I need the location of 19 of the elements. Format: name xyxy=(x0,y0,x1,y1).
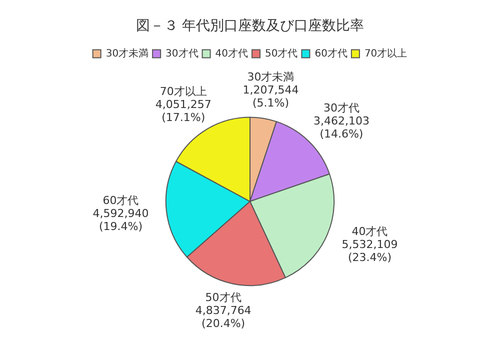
data-label: 5,532,109 (23.4%) xyxy=(342,238,398,264)
legend-label: 70才以上 xyxy=(364,47,408,60)
data-label: 1,207,544 (5.1%) xyxy=(242,84,299,110)
slice-label: 40才代 xyxy=(352,225,388,238)
legend-label: 30才未満 xyxy=(106,47,149,60)
chart-title: 図－３ 年代別口座数及び口座数比率 xyxy=(136,18,364,34)
slice-label: 70才以上 xyxy=(160,84,207,98)
data-label: 4,051,257 (17.1%) xyxy=(155,98,212,124)
data-label: 4,592,940 (19.4%) xyxy=(92,206,149,233)
slice-label: 50才代 xyxy=(205,290,242,304)
slice-label: 60才代 xyxy=(102,194,139,207)
slice-label: 30才未満 xyxy=(247,70,294,84)
legend-label: 30才代 xyxy=(166,47,198,60)
legend-label: 50才代 xyxy=(265,47,298,60)
data-label: 4,837,764 (20.4%) xyxy=(195,304,252,330)
legend-label: 40才代 xyxy=(215,47,248,60)
data-label: 3,462,103 (14.6%) xyxy=(313,114,370,141)
slice-label: 30才代 xyxy=(323,102,360,115)
legend-label: 60才代 xyxy=(314,47,348,60)
